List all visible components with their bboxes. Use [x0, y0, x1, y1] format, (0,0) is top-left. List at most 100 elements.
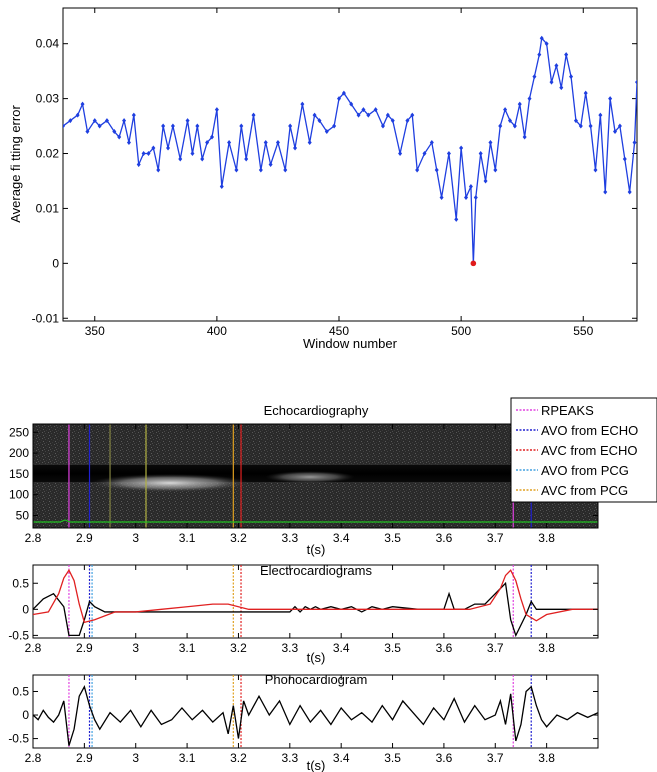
data-point	[539, 35, 544, 41]
axis-ticks: 2.8 2.9 3 3.1 3.2 3.3 3.4 3.5 3.6 3.7 3.8 -0.5 0 0.5	[8, 675, 598, 765]
x-axis-label: t(s)	[307, 650, 326, 665]
data-point	[578, 123, 583, 129]
data-point	[337, 96, 342, 102]
data-point	[63, 123, 65, 129]
x-axis-label: t(s)	[307, 758, 326, 772]
legend-label: AVC from PCG	[541, 483, 628, 498]
legend: RPEAKS AVO from ECHO AVC from ECHO AVO from…	[510, 397, 657, 503]
legend-label: AVO from ECHO	[541, 423, 638, 438]
legend-label: RPEAKS	[541, 403, 594, 418]
axis-ticks: 2.8 2.9 3 3.1 3.2 3.3 3.4 3.5 3.6 3.7 3.8 -0.5 0 0.5	[8, 565, 598, 655]
y-tick-label: 200	[9, 446, 29, 460]
x-tick-label: 2.8	[25, 531, 42, 545]
data-point	[373, 107, 378, 113]
data-point	[385, 112, 390, 118]
x-tick-label: 2.8	[25, 751, 42, 765]
data-point	[593, 167, 598, 173]
legend-label: AVO from PCG	[541, 463, 629, 478]
x-tick-label: 3.5	[384, 641, 401, 655]
y-tick-label: 250	[9, 425, 29, 439]
y-tick-label: 0	[22, 708, 29, 722]
x-tick-label: 3.8	[538, 751, 555, 765]
x-tick-label: 3.4	[333, 641, 350, 655]
y-tick-label: 50	[16, 509, 30, 523]
y-tick-label: 0.5	[12, 684, 29, 698]
data-point	[209, 134, 214, 140]
axis-ticks: 2.8 2.9 3 3.1 3.2 3.3 3.4 3.5 3.6 3.7 3.8 50 100 150 2…	[9, 424, 598, 545]
data-point	[366, 112, 371, 118]
series-line-0	[63, 36, 637, 264]
data-point	[446, 151, 451, 157]
x-tick-label: 3.6	[436, 751, 453, 765]
legend-label: AVC from ECHO	[541, 443, 638, 458]
data-point	[312, 112, 317, 118]
plot-frame	[32, 564, 599, 639]
series-line-0	[33, 685, 598, 746]
data-point	[205, 140, 210, 146]
data-point	[263, 140, 268, 146]
data-point	[234, 167, 239, 173]
data-point	[522, 134, 527, 140]
data-point	[483, 178, 488, 184]
data-point	[288, 123, 293, 129]
data-point	[617, 123, 622, 129]
data-point	[239, 123, 244, 129]
minimum-point	[470, 260, 477, 267]
y-tick-label: 0.03	[36, 92, 60, 106]
data-point	[122, 118, 127, 124]
y-tick-label: 100	[9, 488, 29, 502]
y-tick-label: 0.02	[36, 147, 60, 161]
data-point	[493, 167, 498, 173]
y-tick-label: 0	[52, 256, 59, 270]
data-point	[283, 167, 288, 173]
x-tick-label: 3.1	[179, 641, 196, 655]
data-point	[166, 145, 171, 151]
data-point	[627, 189, 632, 195]
y-tick-label: -0.5	[8, 628, 29, 642]
data-point	[92, 118, 97, 124]
x-tick-label: 3.6	[436, 641, 453, 655]
data-point	[507, 118, 512, 124]
x-tick-label: 3.7	[487, 751, 504, 765]
pcg-title: Phonocardiogram	[265, 672, 368, 687]
data-point	[498, 123, 503, 129]
data-point	[422, 151, 427, 157]
data-point	[293, 145, 298, 151]
series-layer	[63, 35, 637, 267]
data-point	[156, 167, 161, 173]
x-tick-label: 3.8	[538, 531, 555, 545]
data-point	[332, 123, 337, 129]
data-point	[136, 162, 141, 167]
fitting-error-panel: 350 400 450 500 550 -0.01 0 0.01 0.02 0.03 0.04 Wi…	[8, 7, 638, 351]
data-point	[317, 118, 322, 124]
data-point	[488, 140, 493, 146]
data-point	[185, 118, 190, 124]
data-point	[537, 52, 542, 58]
data-point	[170, 123, 175, 129]
x-tick-label: 3.5	[384, 751, 401, 765]
data-point	[307, 140, 312, 146]
echo-title: Echocardiography	[264, 403, 369, 418]
axis-ticks: 350 400 450 500 550 -0.01 0 0.01 0.02 0.03 0.04	[32, 8, 637, 338]
series-layer	[33, 568, 598, 638]
data-point	[622, 156, 627, 162]
data-point	[410, 112, 415, 118]
data-point	[341, 90, 346, 96]
data-point	[380, 123, 385, 129]
echo-valve-bright	[90, 474, 250, 492]
echo-valve-tail	[265, 471, 355, 483]
data-point	[554, 63, 559, 69]
data-point	[569, 74, 574, 80]
x-tick-label: 3.1	[179, 531, 196, 545]
ecg-title: Electrocardiograms	[260, 563, 372, 578]
data-point	[268, 162, 273, 167]
data-point	[227, 140, 232, 146]
data-point	[80, 101, 85, 107]
data-point	[244, 156, 249, 162]
y-tick-label: 0.5	[12, 576, 29, 590]
series-line-1	[33, 568, 598, 624]
data-point	[459, 145, 464, 151]
data-point	[517, 101, 522, 107]
data-point	[544, 41, 549, 47]
echo-green-trace	[33, 519, 598, 523]
